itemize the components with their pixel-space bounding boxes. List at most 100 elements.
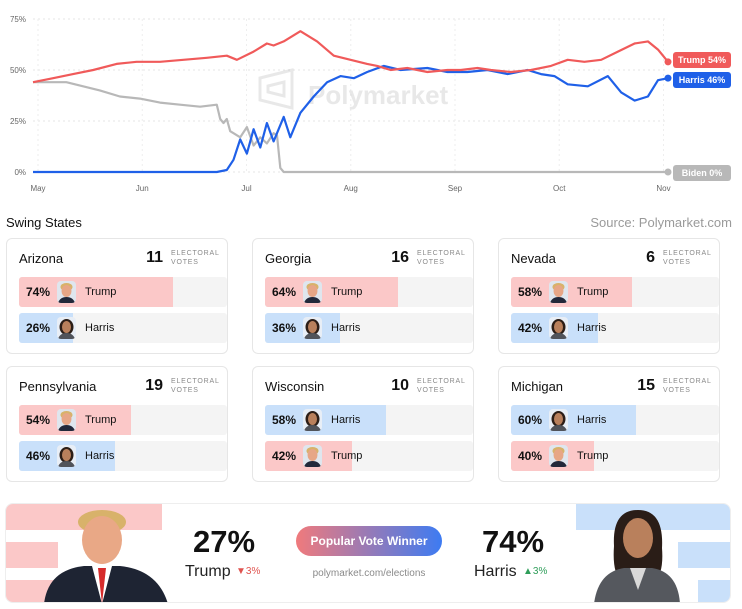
electoral-votes: 10 ELECTORAL VOTES — [391, 377, 466, 395]
harris-portrait-icon — [594, 510, 680, 602]
electoral-votes: 16 ELECTORAL VOTES — [391, 249, 465, 267]
harris-avatar-icon — [303, 409, 322, 431]
candidate-name: Harris — [85, 322, 115, 334]
trump-popular-change: ▼3% — [236, 566, 260, 577]
y-tick-label: 75% — [10, 15, 26, 24]
trump-popular-name: Trump — [185, 563, 231, 580]
candidate-row-trump[interactable]: 54% Trump — [19, 405, 227, 435]
candidate-row-harris[interactable]: 42% Harris — [511, 313, 719, 343]
state-card-wisconsin[interactable]: Wisconsin 10 ELECTORAL VOTES 58% Harris 42% Tru… — [252, 366, 474, 482]
electoral-votes: 6 ELECTORAL VOTES — [646, 249, 712, 267]
harris-end-point — [664, 74, 672, 82]
ev-label-line2: VOTES — [417, 259, 445, 266]
candidate-row-trump[interactable]: 58% Trump — [511, 277, 719, 307]
candidate-row-harris[interactable]: 46% Harris — [19, 441, 227, 471]
candidate-row-harris[interactable]: 36% Harris — [265, 313, 473, 343]
electoral-votes: 19 ELECTORAL VOTES — [145, 377, 219, 395]
candidate-row-harris[interactable]: 58% Harris — [265, 405, 473, 435]
trump-label-text: Trump 54% — [678, 55, 726, 65]
chart-end-labels: Trump 54% Harris 46% Biden 0% — [673, 52, 731, 181]
harris-change-value: 3% — [532, 566, 548, 577]
trump-change-value: 3% — [245, 566, 261, 577]
electoral-votes-label: ELECTORAL VOTES — [171, 249, 220, 267]
swing-states-title: Swing States — [6, 215, 82, 230]
ev-label-line1: ELECTORAL — [171, 250, 220, 257]
ev-label-line1: ELECTORAL — [417, 378, 466, 385]
candidate-row-trump[interactable]: 40% Trump — [511, 441, 719, 471]
candidate-row-trump[interactable]: 74% Trump — [19, 277, 227, 307]
candidate-pct: 40% — [518, 449, 543, 463]
harris-popular-pct: 74% — [482, 524, 545, 559]
electoral-votes-label: ELECTORAL VOTES — [171, 377, 219, 395]
candidate-pct: 54% — [26, 413, 51, 427]
candidate-row-trump[interactable]: 42% Trump — [265, 441, 473, 471]
state-card-michigan[interactable]: Michigan 15 ELECTORAL VOTES 60% Harris 40% Trum… — [498, 366, 720, 482]
electoral-votes-count: 19 — [145, 377, 163, 394]
state-card-georgia[interactable]: Georgia 16 ELECTORAL VOTES 64% Trump 36% Harris — [252, 238, 474, 354]
harris-avatar-icon — [549, 317, 568, 339]
state-name: Michigan — [511, 379, 564, 394]
ev-label-line2: VOTES — [417, 387, 445, 394]
candidate-name: Trump — [577, 286, 609, 298]
x-tick-label: Aug — [344, 184, 358, 193]
candidate-pct: 74% — [26, 285, 51, 299]
electoral-votes-label: ELECTORAL VOTES — [663, 249, 712, 267]
biden-label-tag — [673, 165, 731, 181]
candidate-pct: 60% — [518, 413, 543, 427]
y-tick-label: 25% — [10, 117, 26, 126]
up-arrow-icon: ▲ — [523, 566, 533, 577]
harris-popular-change: ▲3% — [523, 566, 547, 577]
x-tick-label: May — [30, 184, 45, 193]
trump-avatar-icon — [303, 445, 322, 467]
state-name: Arizona — [19, 251, 64, 266]
candidate-row-harris[interactable]: 60% Harris — [511, 405, 719, 435]
state-name: Nevada — [511, 251, 556, 266]
candidate-name: Trump — [331, 450, 363, 462]
candidate-pct: 42% — [518, 321, 543, 335]
candidate-pct: 36% — [272, 321, 297, 335]
candidate-pct: 26% — [26, 321, 51, 335]
harris-label-tag — [673, 72, 731, 88]
flag-stripes-right — [576, 504, 730, 602]
harris-series-line — [33, 64, 669, 174]
probability-bar — [265, 277, 399, 307]
trump-avatar-icon — [57, 409, 76, 431]
ev-label-line1: ELECTORAL — [663, 378, 712, 385]
state-card-nevada[interactable]: Nevada 6 ELECTORAL VOTES 58% Trump 42% Harris — [498, 238, 720, 354]
watermark-text: Polymarket — [308, 80, 449, 110]
x-tick-label: Jun — [136, 184, 149, 193]
trump-avatar-icon — [57, 281, 76, 303]
state-card-arizona[interactable]: Arizona 11 ELECTORAL VOTES 74% Trump 26% Harris — [6, 238, 228, 354]
trump-avatar-icon — [303, 281, 322, 303]
x-tick-label: Jul — [241, 184, 251, 193]
chart-watermark: Polymarket — [258, 68, 449, 110]
candidate-row-trump[interactable]: 64% Trump — [265, 277, 473, 307]
candidate-pct: 42% — [272, 449, 297, 463]
popular-vote-banner[interactable]: 27% Trump ▼3% Popular Vote Winner polyma… — [5, 503, 731, 603]
popular-vote-winner-button[interactable]: Popular Vote Winner — [296, 526, 442, 556]
electoral-votes-count: 15 — [637, 377, 655, 394]
candidate-name: Harris — [577, 414, 607, 426]
biden-label-text: Biden 0% — [682, 168, 723, 178]
trump-portrait-icon — [44, 510, 168, 602]
ev-label-line1: ELECTORAL — [663, 250, 712, 257]
candidate-pct: 58% — [518, 285, 543, 299]
harris-avatar-icon — [303, 317, 322, 339]
harris-avatar-icon — [549, 409, 568, 431]
probability-bar — [265, 313, 340, 343]
trump-popular-pct: 27% — [193, 524, 256, 559]
electoral-votes-count: 16 — [391, 249, 409, 266]
candidate-name: Harris — [331, 414, 361, 426]
candidate-name: Trump — [577, 450, 609, 462]
electoral-votes-label: ELECTORAL VOTES — [417, 249, 465, 267]
candidate-name: Trump — [331, 286, 363, 298]
state-card-pennsylvania[interactable]: Pennsylvania 19 ELECTORAL VOTES 54% Trump 46% H… — [6, 366, 228, 482]
electoral-votes-label: ELECTORAL VOTES — [663, 377, 712, 395]
ev-label-line2: VOTES — [663, 259, 691, 266]
candidate-row-harris[interactable]: 26% Harris — [19, 313, 227, 343]
y-tick-label: 0% — [14, 168, 26, 177]
biden-end-point — [664, 168, 672, 176]
elections-link[interactable]: polymarket.com/elections — [312, 568, 426, 579]
probability-bar — [19, 277, 173, 307]
candidate-name: Trump — [85, 286, 117, 298]
